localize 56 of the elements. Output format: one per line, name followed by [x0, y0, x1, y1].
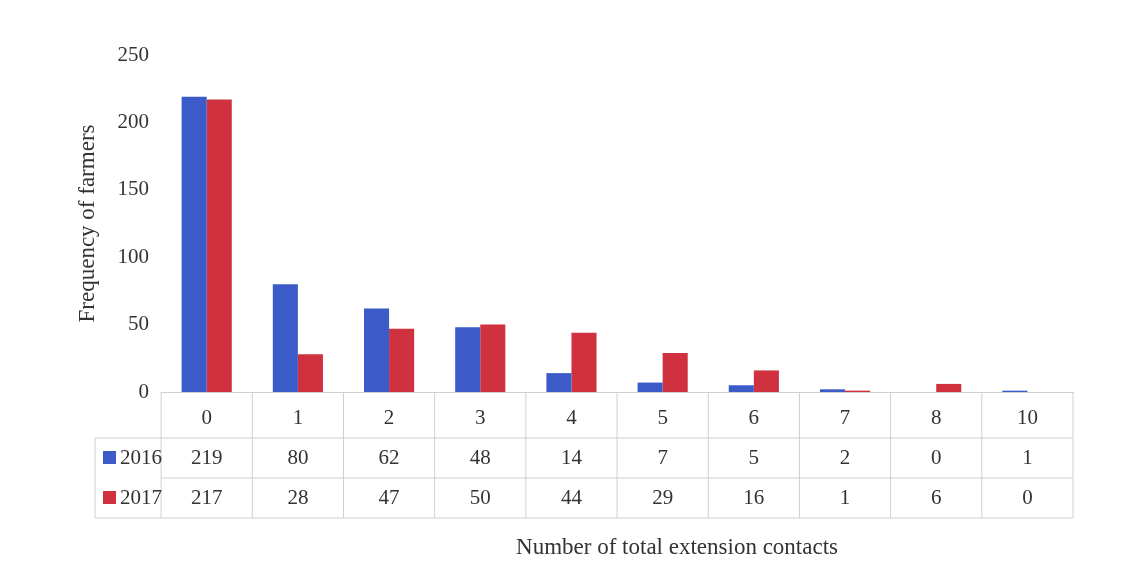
bar — [662, 352, 688, 392]
bar — [181, 96, 207, 392]
bar — [364, 308, 390, 392]
x-tick-label: 3 — [475, 405, 486, 430]
bar — [728, 385, 754, 392]
bar — [272, 284, 298, 392]
x-tick-label: 6 — [748, 405, 760, 430]
bar — [571, 332, 597, 392]
data-label: 44 — [560, 484, 583, 509]
y-tick-label: 100 — [117, 243, 150, 268]
data-label: 0 — [1022, 484, 1033, 509]
bar — [297, 354, 323, 392]
y-tick-label: 150 — [117, 176, 150, 201]
x-tick-label: 8 — [930, 405, 942, 430]
x-tick-label: 4 — [566, 405, 578, 430]
legend-label: 2017 — [120, 484, 162, 509]
bar — [936, 383, 962, 392]
bar — [753, 370, 779, 392]
data-label: 1 — [839, 484, 851, 509]
data-label: 217 — [190, 484, 223, 509]
bar — [480, 324, 506, 392]
bar — [546, 373, 572, 392]
legend-label: 2016 — [120, 444, 162, 469]
data-label: 1 — [1022, 444, 1033, 469]
data-label: 47 — [378, 484, 400, 509]
x-axis-title: Number of total extension contacts — [516, 534, 839, 560]
data-label: 219 — [190, 444, 223, 469]
data-label: 28 — [287, 484, 309, 509]
y-tick-label: 50 — [128, 311, 150, 336]
bar — [819, 389, 846, 392]
data-label: 50 — [469, 484, 491, 509]
x-tick-label: 1 — [292, 405, 304, 430]
y-tick-label: 0 — [138, 378, 150, 403]
x-tick-label: 0 — [201, 405, 212, 430]
data-label: 62 — [378, 444, 400, 469]
y-axis-title: Frequency of farmers — [73, 124, 99, 323]
x-tick-label: 10 — [1016, 405, 1038, 430]
data-label: 0 — [930, 444, 942, 469]
x-tick-label: 5 — [657, 405, 668, 430]
data-label: 29 — [652, 484, 674, 509]
data-label: 2 — [839, 444, 851, 469]
data-label: 5 — [748, 444, 760, 469]
bar — [637, 382, 663, 392]
data-label: 7 — [657, 444, 668, 469]
y-tick-label: 200 — [117, 108, 150, 133]
bar — [206, 99, 232, 392]
y-tick-label: 250 — [117, 41, 150, 66]
data-label: 6 — [930, 484, 942, 509]
bar — [389, 328, 415, 392]
data-label: 48 — [469, 444, 491, 469]
data-label: 80 — [287, 444, 309, 469]
data-label: 14 — [560, 444, 583, 469]
x-tick-label: 2 — [383, 405, 395, 430]
bar — [455, 327, 481, 392]
x-tick-label: 7 — [839, 405, 851, 430]
data-label: 16 — [743, 484, 765, 509]
